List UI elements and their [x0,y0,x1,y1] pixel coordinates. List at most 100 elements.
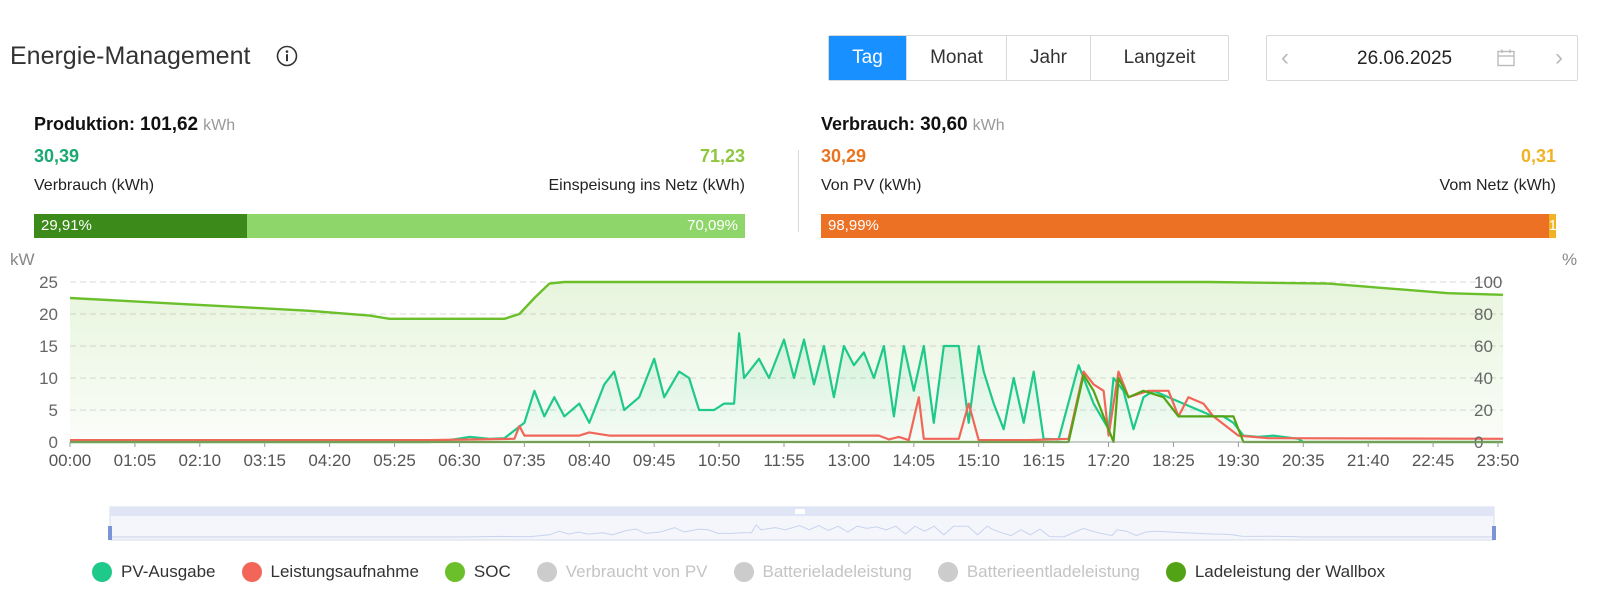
legend-marker [733,562,754,582]
info-icon[interactable] [276,45,298,67]
tab-langzeit[interactable]: Langzeit [1090,36,1228,80]
legend-item-batterieladeleistung[interactable]: Batterieladeleistung [733,562,912,582]
x-tick-label: 13:00 [828,451,871,470]
production-feedin-segment: 70,09% [246,214,745,238]
x-tick-label: 09:45 [633,451,676,470]
legend-marker [1165,562,1186,582]
consumption-pv-label: Von PV (kWh) [821,177,922,194]
x-tick-label: 20:35 [1282,451,1325,470]
tab-monat[interactable]: Monat [906,36,1006,80]
x-tick-label: 19:30 [1217,451,1260,470]
x-tick-label: 06:30 [438,451,481,470]
production-feedin-value: 71,23 [699,146,745,166]
production-summary: Produktion: 101,62 kWh [34,114,235,136]
slider-right-handle[interactable] [1492,526,1496,540]
consumption-ratio-bar: 98,99% 1,01% [821,214,1556,238]
production-consumption-segment: 29,91% [34,214,247,238]
x-tick-label: 03:15 [243,451,286,470]
consumption-grid-segment: 1,01% [1548,214,1556,238]
legend-item-ladeleistung-der-wallbox[interactable]: Ladeleistung der Wallbox [1165,562,1386,582]
x-tick-label: 23:50 [1477,451,1520,470]
x-tick-label: 22:45 [1412,451,1455,470]
x-tick-label: 08:40 [568,451,611,470]
series-line-pv-ausgabe[interactable] [70,332,1503,444]
slider-drag-grip[interactable] [795,509,805,514]
x-tick-label: 10:50 [698,451,741,470]
x-tick-label: 17:20 [1087,451,1130,470]
period-tabs: Tag Monat Jahr Langzeit [828,35,1229,81]
y-right-tick-label: 20 [1474,401,1493,420]
consumption-pv-segment: 98,99% [821,214,1549,238]
y-left-tick-label: 0 [49,433,58,452]
panel-divider [798,150,799,232]
production-consumption-value: 30,39 [34,146,80,166]
x-tick-label: 07:35 [503,451,546,470]
x-tick-label: 11:55 [763,451,804,470]
y-right-tick-label: 40 [1474,369,1493,388]
legend-label: Verbraucht von PV [565,562,708,581]
x-tick-label: 14:05 [893,451,936,470]
zoom-slider[interactable] [0,505,1614,545]
y-left-tick-label: 20 [39,305,58,324]
legend-label: Batterieladeleistung [762,562,912,581]
legend-item-leistungsaufnahme[interactable]: Leistungsaufnahme [241,562,419,582]
tab-tag[interactable]: Tag [829,36,906,80]
x-tick-label: 04:20 [308,451,351,470]
consumption-value: 30,60 [920,114,968,135]
x-tick-label: 18:25 [1152,451,1195,470]
y-axis-left-unit: kW [10,250,35,269]
production-unit: kWh [203,117,236,134]
legend-item-batterieentladeleistung[interactable]: Batterieentladeleistung [937,562,1140,582]
legend-item-verbraucht-von-pv[interactable]: Verbraucht von PV [536,562,708,582]
x-tick-label: 21:40 [1347,451,1390,470]
series-areas [70,282,1503,442]
legend-label: Ladeleistung der Wallbox [1194,562,1386,581]
date-picker[interactable]: ‹ 26.06.2025 › [1266,35,1578,81]
legend-label: Leistungsaufnahme [270,562,419,581]
x-tick-label: 02:10 [179,451,222,470]
page-title: Energie-Management [10,42,251,70]
legend-marker [92,562,112,582]
x-tick-label: 15:10 [957,451,1000,470]
series-lines [69,280,1504,444]
series-line-leistungsaufnahme[interactable] [70,370,1504,442]
legend-label: SOC [473,562,511,581]
production-ratio-bar: 29,91% 70,09% [34,214,745,238]
legend-label: Batterieentladeleistung [966,562,1140,581]
legend-marker [937,562,958,582]
legend-marker [241,562,262,582]
x-tick-label: 01:05 [114,451,157,470]
consumption-grid-label: Vom Netz (kWh) [1439,177,1556,194]
production-consumption-label: Verbrauch (kWh) [34,177,155,194]
calendar-icon[interactable] [1496,48,1516,68]
y-left-tick-label: 10 [39,369,58,388]
series-line-soc[interactable] [69,280,1504,320]
production-feedin-label: Einspeisung ins Netz (kWh) [548,177,745,194]
consumption-label: Verbrauch: [821,114,916,134]
y-left-tick-label: 25 [39,273,58,292]
x-tick-label: 00:00 [49,451,92,470]
production-label: Produktion: [34,114,135,134]
y-right-tick-label: 100 [1474,273,1502,292]
date-value[interactable]: 26.06.2025 [1357,48,1453,69]
production-value: 101,62 [140,114,199,135]
consumption-grid-value: 0,31 [1520,146,1556,166]
series-line-ladeleistung-der-wallbox[interactable] [70,373,1503,444]
consumption-summary: Verbrauch: 30,60 kWh [821,114,1005,136]
x-tick-label: 16:15 [1022,451,1065,470]
slider-left-handle[interactable] [108,526,112,540]
legend-item-pv-ausgabe[interactable]: PV-Ausgabe [92,562,216,582]
chevron-left-icon[interactable]: ‹ [1281,44,1289,71]
legend-item-soc[interactable]: SOC [444,562,511,582]
x-tick-label: 05:25 [373,451,416,470]
legend-marker [536,562,557,582]
chart-legend: PV-Ausgabe Leistungsaufnahme SOC Verbrau… [92,560,1411,584]
series-area-soc [70,282,1503,442]
consumption-unit: kWh [972,117,1005,134]
tab-jahr[interactable]: Jahr [1006,36,1090,80]
chevron-right-icon[interactable]: › [1555,44,1563,71]
slider-preview-line [112,523,1492,538]
y-axis-right-unit: % [1562,250,1578,269]
